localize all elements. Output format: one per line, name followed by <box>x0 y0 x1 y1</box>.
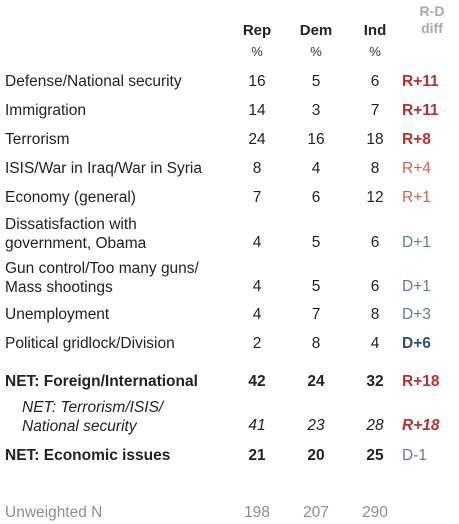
ind-value: 4 <box>370 335 380 352</box>
ind-value: 6 <box>370 73 380 90</box>
rep-value: 16 <box>248 73 266 90</box>
row-label: Defense/National security <box>5 73 182 90</box>
row-label: Economy (general) <box>5 189 136 206</box>
row-label: Unemployment <box>5 306 110 323</box>
ind-value: 32 <box>366 373 384 390</box>
rep-value: 41 <box>248 417 266 434</box>
dem-value: 5 <box>311 73 321 90</box>
rd-header-line2: diff <box>421 20 443 36</box>
ind-value: 12 <box>366 189 384 206</box>
row-label: NET: Foreign/International <box>5 373 198 390</box>
rd-diff-value: D+3 <box>402 306 431 323</box>
rep-value: 8 <box>252 160 262 177</box>
rep-value: 21 <box>248 447 266 464</box>
dem-header-unit: % <box>310 44 322 59</box>
ind-value: 8 <box>370 306 380 323</box>
rep-value: 4 <box>252 306 262 323</box>
rep-value: 14 <box>248 102 266 119</box>
row-label: Terrorism <box>5 131 70 148</box>
rep-value: 42 <box>248 373 266 390</box>
table-header: Rep % Dem % Ind % R-D diff <box>0 0 459 66</box>
rd-diff-value: D+6 <box>402 335 431 352</box>
row-label-line2: Mass shootings <box>5 279 113 296</box>
column-header-rd-diff: R-D diff <box>409 3 455 37</box>
dem-value: 24 <box>307 373 325 390</box>
rd-header-line1: R-D <box>419 3 445 19</box>
rep-value: 24 <box>248 131 266 148</box>
ind-value: 18 <box>366 131 384 148</box>
row-label-line2: National security <box>22 418 137 435</box>
row-label: Immigration <box>5 102 86 119</box>
ind-value: 28 <box>366 417 384 434</box>
dem-value: 5 <box>311 234 321 251</box>
ind-value: 6 <box>370 278 380 295</box>
ind-value: 7 <box>370 102 380 119</box>
rd-diff-value: D+1 <box>402 278 431 295</box>
ind-value: 25 <box>366 447 384 464</box>
ind-value: 290 <box>362 504 388 521</box>
ind-value: 8 <box>370 160 380 177</box>
dem-value: 4 <box>311 160 321 177</box>
rep-header-unit: % <box>251 44 263 59</box>
dem-value: 207 <box>303 504 329 521</box>
row-label-line1: Gun control/Too many guns/ <box>5 260 199 277</box>
rep-value: 4 <box>252 234 262 251</box>
ind-header-unit: % <box>369 44 381 59</box>
row-label: ISIS/War in Iraq/War in Syria <box>5 160 202 177</box>
dem-value: 5 <box>311 278 321 295</box>
row-label: NET: Economic issues <box>5 447 171 464</box>
row-label: Dissatisfaction with government, Obama <box>5 215 146 253</box>
row-label: Political gridlock/Division <box>5 335 175 352</box>
rd-diff-value: R+1 <box>402 189 431 206</box>
dem-value: 16 <box>307 131 325 148</box>
rep-value: 198 <box>244 504 270 521</box>
dem-header-label: Dem <box>299 22 333 39</box>
rd-diff-value: D+1 <box>402 234 431 251</box>
dem-value: 7 <box>311 306 321 323</box>
rep-value: 2 <box>252 335 262 352</box>
row-label: NET: Terrorism/ISIS/ National security <box>22 398 163 436</box>
row-label-line1: NET: Terrorism/ISIS/ <box>22 399 164 416</box>
rd-diff-value: R+18 <box>402 417 440 434</box>
column-header-rep: Rep % <box>232 22 282 59</box>
dem-value: 3 <box>311 102 321 119</box>
dem-value: 6 <box>311 189 321 206</box>
dem-value: 23 <box>307 417 325 434</box>
row-label-line2: government, Obama <box>5 235 147 252</box>
rep-value: 4 <box>252 278 262 295</box>
row-label: Unweighted N <box>5 504 103 521</box>
rep-header-label: Rep <box>242 22 272 39</box>
rd-diff-value: D-1 <box>402 447 427 464</box>
rd-diff-value: R+18 <box>402 373 440 390</box>
rd-diff-value: R+4 <box>402 160 431 177</box>
row-label-line1: Dissatisfaction with <box>5 216 137 233</box>
rep-value: 7 <box>252 189 262 206</box>
column-header-ind: Ind % <box>350 22 400 59</box>
rd-diff-value: R+11 <box>402 73 439 90</box>
rd-diff-value: R+11 <box>402 102 439 119</box>
ind-header-label: Ind <box>363 22 387 39</box>
rd-diff-value: R+8 <box>402 131 431 148</box>
ind-value: 6 <box>370 234 380 251</box>
row-label: Gun control/Too many guns/ Mass shooting… <box>5 259 199 297</box>
column-header-dem: Dem % <box>291 22 341 59</box>
dem-value: 20 <box>307 447 325 464</box>
dem-value: 8 <box>311 335 321 352</box>
